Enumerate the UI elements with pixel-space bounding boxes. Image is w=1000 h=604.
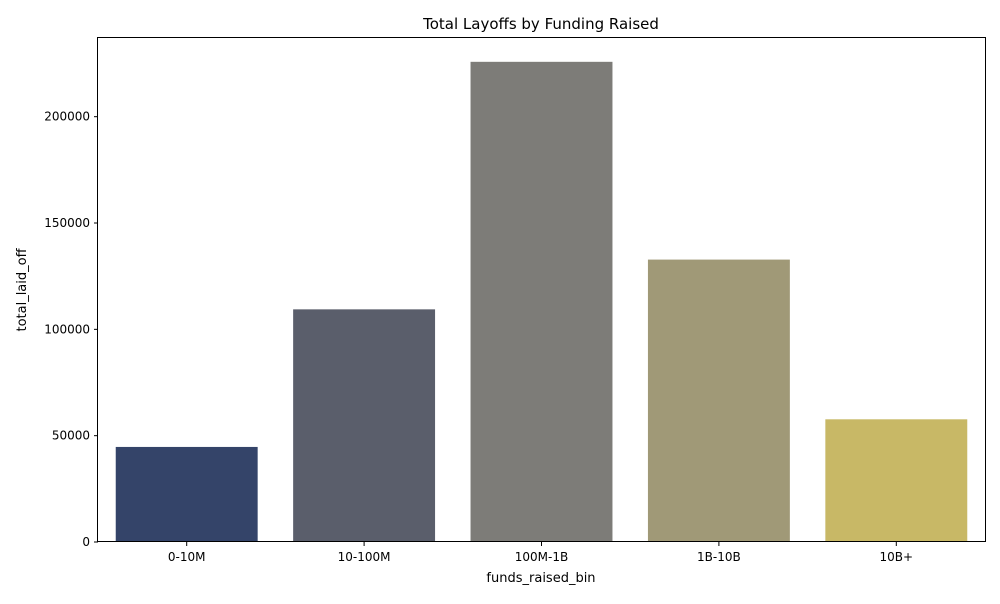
bar-0-10m [115, 446, 258, 542]
x-axis-label: funds_raised_bin [486, 571, 595, 586]
x-tick-label: 10-100M [338, 550, 391, 564]
chart-title: Total Layoffs by Funding Raised [422, 15, 659, 33]
plot-frame [97, 37, 986, 542]
bars-layer [115, 61, 968, 542]
y-axis-label: total_laid_off [15, 247, 30, 331]
y-tick-label: 0 [82, 535, 90, 549]
bar-10b- [825, 419, 968, 542]
x-tick-label: 1B-10B [697, 550, 741, 564]
x-tick-label: 0-10M [168, 550, 206, 564]
y-tick-label: 150000 [44, 216, 90, 230]
bar-100m-1b [470, 61, 613, 542]
x-tick-label: 100M-1B [515, 550, 568, 564]
y-axis: 0 50000 100000 150000 200000 [44, 110, 98, 549]
y-tick-label: 50000 [52, 429, 90, 443]
x-axis: 0-10M 10-100M 100M-1B 1B-10B 10B+ [168, 542, 913, 564]
x-tick-label: 10B+ [880, 550, 914, 564]
y-tick-label: 200000 [44, 110, 90, 124]
bar-1b-10b [647, 259, 790, 542]
y-tick-label: 100000 [44, 322, 90, 336]
bar-10-100m [293, 309, 436, 542]
